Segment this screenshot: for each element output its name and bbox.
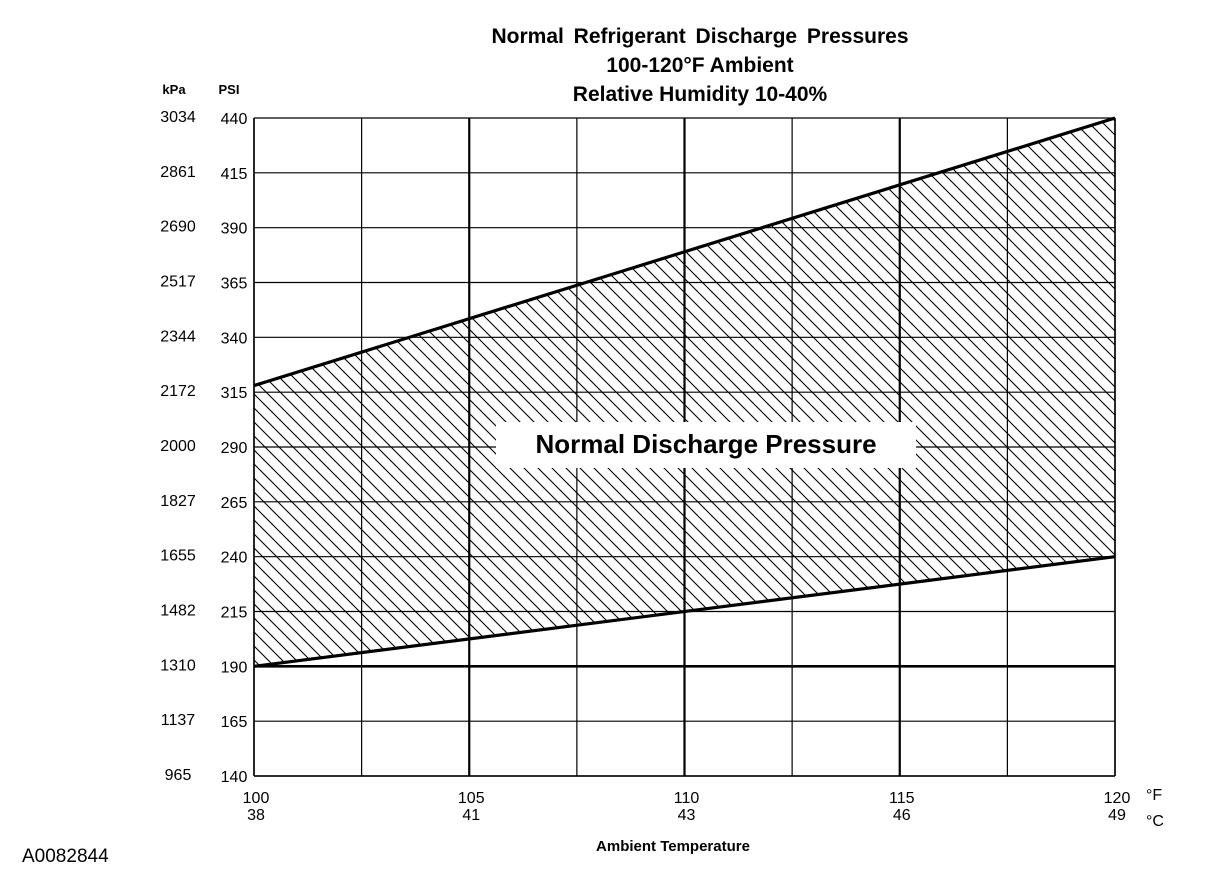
x-axis-label: Ambient Temperature xyxy=(596,838,750,855)
y-tick-psi-240: 240 xyxy=(221,550,248,567)
x-tick-c-41: 41 xyxy=(462,807,480,824)
y-tick-psi-140: 140 xyxy=(221,769,248,786)
y-tick-kpa-1655: 1655 xyxy=(160,548,196,565)
y-tick-kpa-2000: 2000 xyxy=(160,438,196,455)
chart-subtitle-2: Relative Humidity 10-40% xyxy=(572,83,828,106)
y-tick-kpa-2517: 2517 xyxy=(160,274,196,291)
band-annotation-label: Normal Discharge Pressure xyxy=(536,429,877,459)
y-unit-psi: PSI xyxy=(219,82,240,97)
chart-title-block: Normal Refrigerant Discharge Pressures 1… xyxy=(380,22,1020,109)
y-tick-kpa-965: 965 xyxy=(165,767,192,784)
figure-id: A0082844 xyxy=(22,846,109,867)
y-tick-psi-165: 165 xyxy=(221,714,248,731)
x-tick-c-38: 38 xyxy=(247,807,265,824)
y-tick-kpa-3034: 3034 xyxy=(160,109,196,126)
y-unit-kpa: kPa xyxy=(162,82,186,97)
y-tick-psi-215: 215 xyxy=(221,605,248,622)
y-tick-kpa-2344: 2344 xyxy=(160,328,196,345)
x-tick-c-49: 49 xyxy=(1108,807,1126,824)
x-tick-f-100: 100 xyxy=(243,790,270,807)
x-tick-f-115: 115 xyxy=(889,790,915,807)
x-tick-c-43: 43 xyxy=(678,807,696,824)
x-tick-f-120: 120 xyxy=(1104,790,1131,807)
x-tick-f-105: 105 xyxy=(458,790,485,807)
y-tick-psi-440: 440 xyxy=(221,111,248,128)
y-tick-kpa-2861: 2861 xyxy=(160,164,196,181)
band-annotation-bg xyxy=(496,422,917,468)
x-unit-f: °F xyxy=(1146,787,1162,804)
x-tick-c-46: 46 xyxy=(893,807,911,824)
lower-limit-line xyxy=(253,555,1116,668)
y-tick-kpa-1827: 1827 xyxy=(160,493,196,510)
y-tick-psi-390: 390 xyxy=(221,221,248,238)
y-tick-psi-415: 415 xyxy=(221,166,248,183)
y-tick-kpa-1310: 1310 xyxy=(160,657,196,674)
normal-pressure-band xyxy=(254,118,1115,667)
chart-subtitle-1: 100-120°F Ambient xyxy=(606,54,794,77)
y-tick-kpa-1482: 1482 xyxy=(160,603,196,620)
y-tick-psi-365: 365 xyxy=(221,276,248,293)
y-tick-kpa-1137: 1137 xyxy=(161,712,196,729)
y-tick-psi-265: 265 xyxy=(221,495,248,512)
y-tick-psi-290: 290 xyxy=(221,440,248,457)
y-tick-kpa-2172: 2172 xyxy=(160,383,196,400)
y-tick-kpa-2690: 2690 xyxy=(160,219,196,236)
y-tick-psi-340: 340 xyxy=(221,330,248,347)
upper-limit-line xyxy=(253,116,1116,388)
x-unit-c: °C xyxy=(1146,813,1164,830)
chart-title: Normal Refrigerant Discharge Pressures xyxy=(491,25,909,48)
x-tick-f-110: 110 xyxy=(674,790,700,807)
y-tick-psi-315: 315 xyxy=(221,385,248,402)
y-tick-psi-190: 190 xyxy=(221,659,248,676)
